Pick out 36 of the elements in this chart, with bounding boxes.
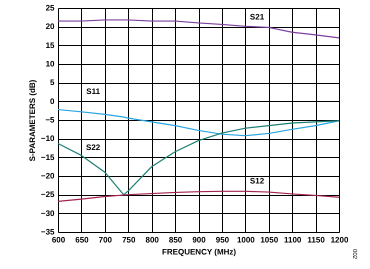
series-label: S21 <box>250 12 265 22</box>
x-tick-label: 1100 <box>284 236 302 244</box>
y-axis-title: S-PARAMETERS (dB) <box>28 79 37 162</box>
y-tick-label: 0 <box>50 96 56 106</box>
line-series <box>57 190 340 202</box>
y-tick-label: −5 <box>45 116 56 124</box>
x-tick-label: 800 <box>145 236 160 244</box>
y-tick-label: −20 <box>40 172 56 180</box>
y-tick-label: −10 <box>40 134 56 144</box>
x-tick-label: 950 <box>216 236 230 244</box>
text: S11 <box>86 87 101 96</box>
x-tick-label: 850 <box>168 236 183 244</box>
y-tick-label: 10 <box>46 60 56 68</box>
y-tick-label: 25 <box>46 4 56 12</box>
x-tick-label: 1200 <box>330 236 349 244</box>
series-label: S12 <box>250 176 265 186</box>
x-axis-title: FREQUENCY (MHz) <box>162 248 236 256</box>
y-tick-label: 5 <box>50 78 56 88</box>
x-tick-label: 900 <box>192 236 206 244</box>
y-tick-label: −15 <box>40 152 56 162</box>
x-tick-label: 750 <box>122 236 136 244</box>
line-series <box>57 120 340 196</box>
line-series <box>57 19 340 38</box>
y-tick-label: −30 <box>40 208 56 218</box>
y-tick-label: 15 <box>46 40 56 50</box>
x-tick-label: 650 <box>75 236 90 244</box>
y-tick-label: −25 <box>40 190 56 200</box>
y-tick-label: 20 <box>46 22 56 32</box>
x-tick-label: 700 <box>98 236 113 244</box>
x-tick-label: 1150 <box>307 236 326 244</box>
y-tick-label: −35 <box>40 228 56 236</box>
line-series <box>57 108 340 136</box>
x-tick-label: 1050 <box>260 236 279 244</box>
x-tick-label: 1000 <box>236 236 256 244</box>
series-label: S22 <box>86 143 101 152</box>
x-tick-label: 600 <box>52 236 66 244</box>
